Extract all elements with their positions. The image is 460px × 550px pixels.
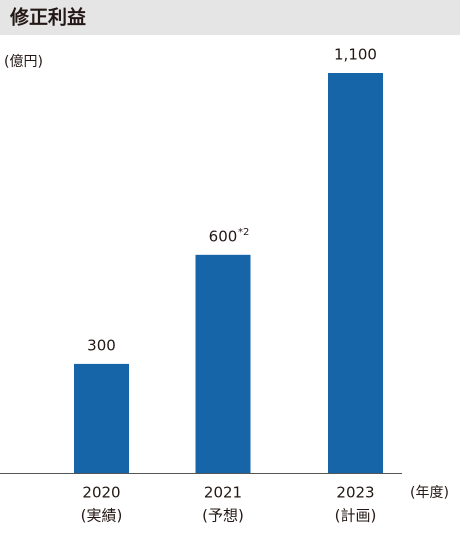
title-band: [0, 0, 460, 35]
y-unit: (億円): [4, 54, 43, 70]
x-tick-sublabel: (予想): [202, 507, 244, 525]
x-tick-label: 2023: [336, 484, 374, 502]
x-unit: (年度): [410, 485, 449, 501]
x-tick-sublabel: (実績): [81, 507, 123, 525]
x-tick-sublabel: (計画): [335, 507, 377, 525]
chart-title: 修正利益: [9, 6, 86, 29]
x-tick-label: 2020: [82, 484, 120, 502]
x-tick-label: 2021: [204, 484, 242, 502]
bar: [328, 73, 383, 473]
value-label: 300: [87, 336, 116, 354]
bar: [74, 363, 129, 473]
bar: [195, 254, 251, 473]
value-label: 600: [209, 227, 238, 245]
value-label: 1,100: [334, 46, 377, 64]
value-label-note: *2: [238, 227, 249, 238]
